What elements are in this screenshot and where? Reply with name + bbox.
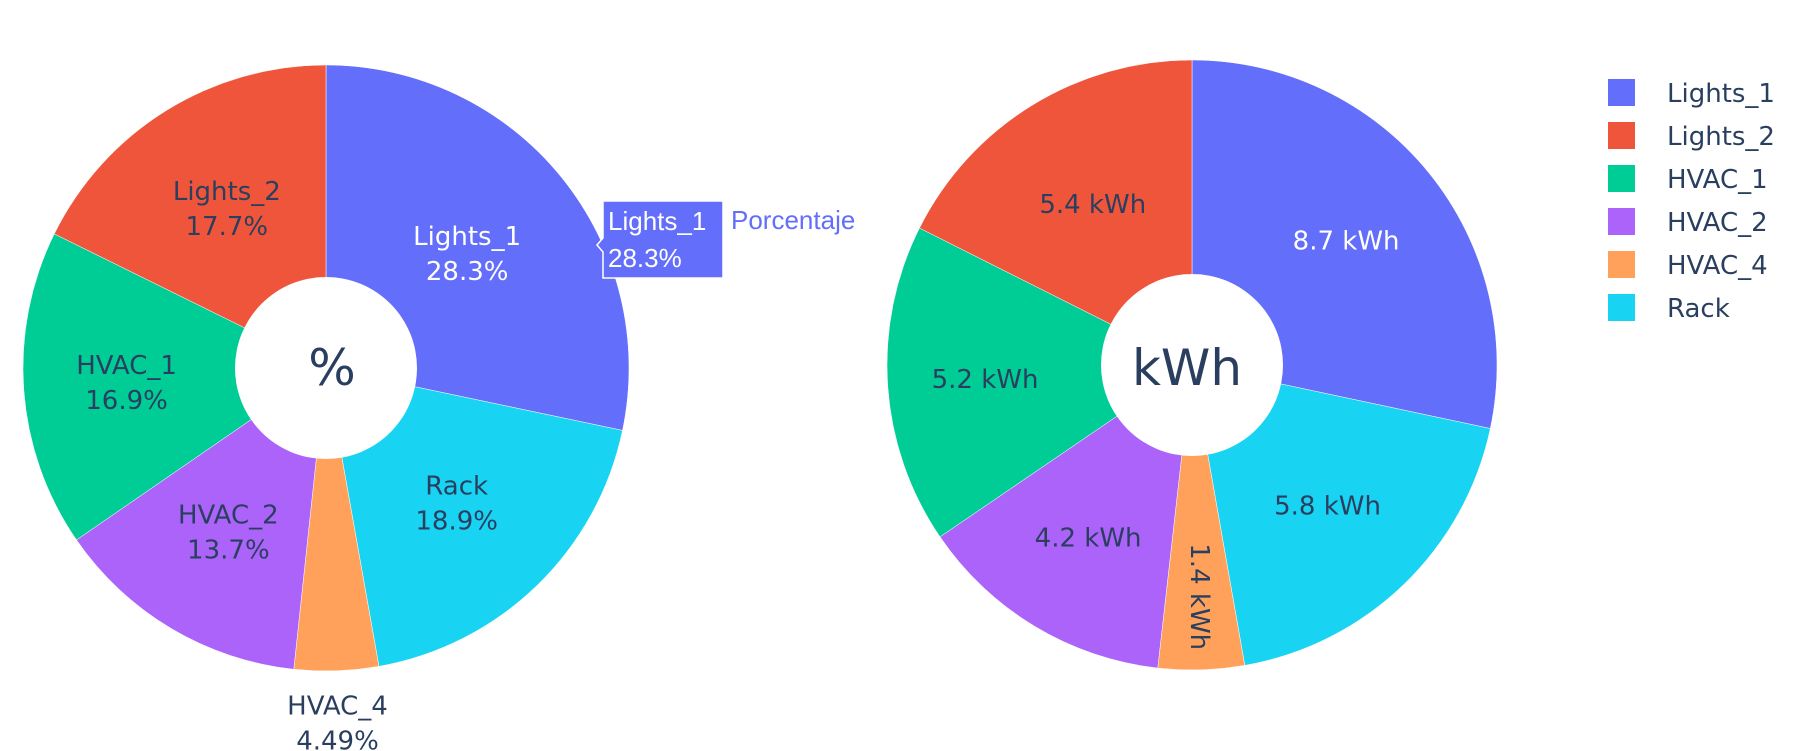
kwh-slice-hvac-1[interactable] [886, 227, 1193, 538]
legend-label: Rack [1667, 294, 1730, 324]
percent-label-rack: Rack 18.9% [415, 471, 498, 536]
kwh-label-lights-1: 8.7 kWh [1293, 226, 1400, 256]
tooltip-box [596, 200, 724, 279]
kwh-label-hvac-2: 4.2 kWh [1035, 523, 1142, 553]
percent-slice-hvac-2[interactable] [76, 367, 327, 670]
kwh-label-line: 5.2 kWh [932, 365, 1039, 395]
legend: Lights_1 Lights_2 HVAC_1 HVAC_2 HVAC_4 Rack [1608, 79, 1775, 324]
percent-label-line: HVAC_4 [287, 691, 388, 721]
kwh-label-line: 4.2 kWh [1035, 523, 1142, 553]
legend-item-rack[interactable]: Rack [1608, 294, 1730, 324]
percent-label-line: 13.7% [187, 536, 270, 566]
percent-label-line: Lights_1 [413, 222, 521, 252]
legend-swatch [1608, 208, 1635, 235]
percent-label-hvac-1: HVAC_1 16.9% [76, 351, 177, 416]
percent-label-lights-1: Lights_1 28.3% [413, 222, 521, 287]
kwh-pie-hole [1101, 274, 1283, 456]
legend-label: Lights_1 [1667, 79, 1775, 109]
percent-label-line: 28.3% [426, 257, 509, 287]
percent-pie-center-label: % [308, 339, 356, 397]
kwh-label-line: 5.4 kWh [1039, 190, 1146, 220]
legend-item-hvac-4[interactable]: HVAC_4 [1608, 251, 1768, 281]
percent-label-line: HVAC_2 [178, 501, 279, 531]
tooltip-label: Lights_1 [608, 206, 706, 236]
percent-label-line: Lights_2 [173, 177, 281, 207]
percent-slice-rack[interactable] [325, 367, 623, 667]
legend-label: HVAC_4 [1667, 251, 1768, 281]
percent-label-lights-2: Lights_2 17.7% [173, 177, 281, 242]
kwh-label-line: 1.4 kWh [1185, 543, 1215, 650]
legend-item-lights-2[interactable]: Lights_2 [1608, 122, 1775, 152]
tooltip-value: 28.3% [608, 243, 682, 273]
percent-pie-hole [235, 277, 417, 459]
percent-label-line: 17.7% [186, 212, 269, 242]
kwh-pie-labels: 8.7 kWh 5.8 kWh 1.4 kWh 4.2 kWh 5.2 kWh 5.4 k… [932, 190, 1400, 650]
kwh-label-hvac-1: 5.2 kWh [932, 365, 1039, 395]
hover-tooltip: Lights_1 28.3% Porcentaje [596, 200, 855, 279]
percent-label-line: 16.9% [85, 386, 168, 416]
kwh-label-line: 5.8 kWh [1274, 491, 1381, 521]
kwh-pie-center-label: kWh [1132, 339, 1242, 397]
kwh-slice-hvac-2[interactable] [939, 364, 1193, 669]
kwh-label-rack: 5.8 kWh [1274, 491, 1381, 521]
percent-label-line: HVAC_1 [76, 351, 177, 381]
kwh-pie[interactable] [886, 59, 1498, 671]
legend-label: HVAC_1 [1667, 165, 1768, 195]
legend-item-hvac-2[interactable]: HVAC_2 [1608, 208, 1768, 238]
legend-swatch [1608, 165, 1635, 192]
kwh-slice-rack[interactable] [1191, 364, 1491, 666]
legend-swatch [1608, 79, 1635, 106]
percent-slice-hvac-1[interactable] [22, 233, 327, 541]
legend-label: Lights_2 [1667, 122, 1775, 152]
percent-label-line: Rack [425, 471, 488, 501]
percent-pie-labels: Lights_1 28.3% Rack 18.9% HVAC_4 4.49% HVAC_2 1… [76, 177, 521, 751]
percent-slice-lights-2[interactable] [53, 64, 327, 369]
percent-label-hvac-4: HVAC_4 4.49% [287, 691, 388, 751]
percent-label-line: 4.49% [296, 726, 379, 751]
kwh-label-line: 8.7 kWh [1293, 226, 1400, 256]
legend-item-lights-1[interactable]: Lights_1 [1608, 79, 1775, 109]
legend-swatch [1608, 122, 1635, 149]
legend-item-hvac-1[interactable]: HVAC_1 [1608, 165, 1768, 195]
percent-label-line: 18.9% [415, 506, 498, 536]
kwh-label-hvac-4: 1.4 kWh [1185, 543, 1215, 650]
legend-label: HVAC_2 [1667, 208, 1768, 238]
legend-swatch [1608, 251, 1635, 278]
kwh-slice-lights-2[interactable] [919, 59, 1193, 366]
tooltip-trace-name: Porcentaje [731, 205, 855, 235]
kwh-label-lights-2: 5.4 kWh [1039, 190, 1146, 220]
percent-label-hvac-2: HVAC_2 13.7% [178, 501, 279, 566]
legend-swatch [1608, 294, 1635, 321]
